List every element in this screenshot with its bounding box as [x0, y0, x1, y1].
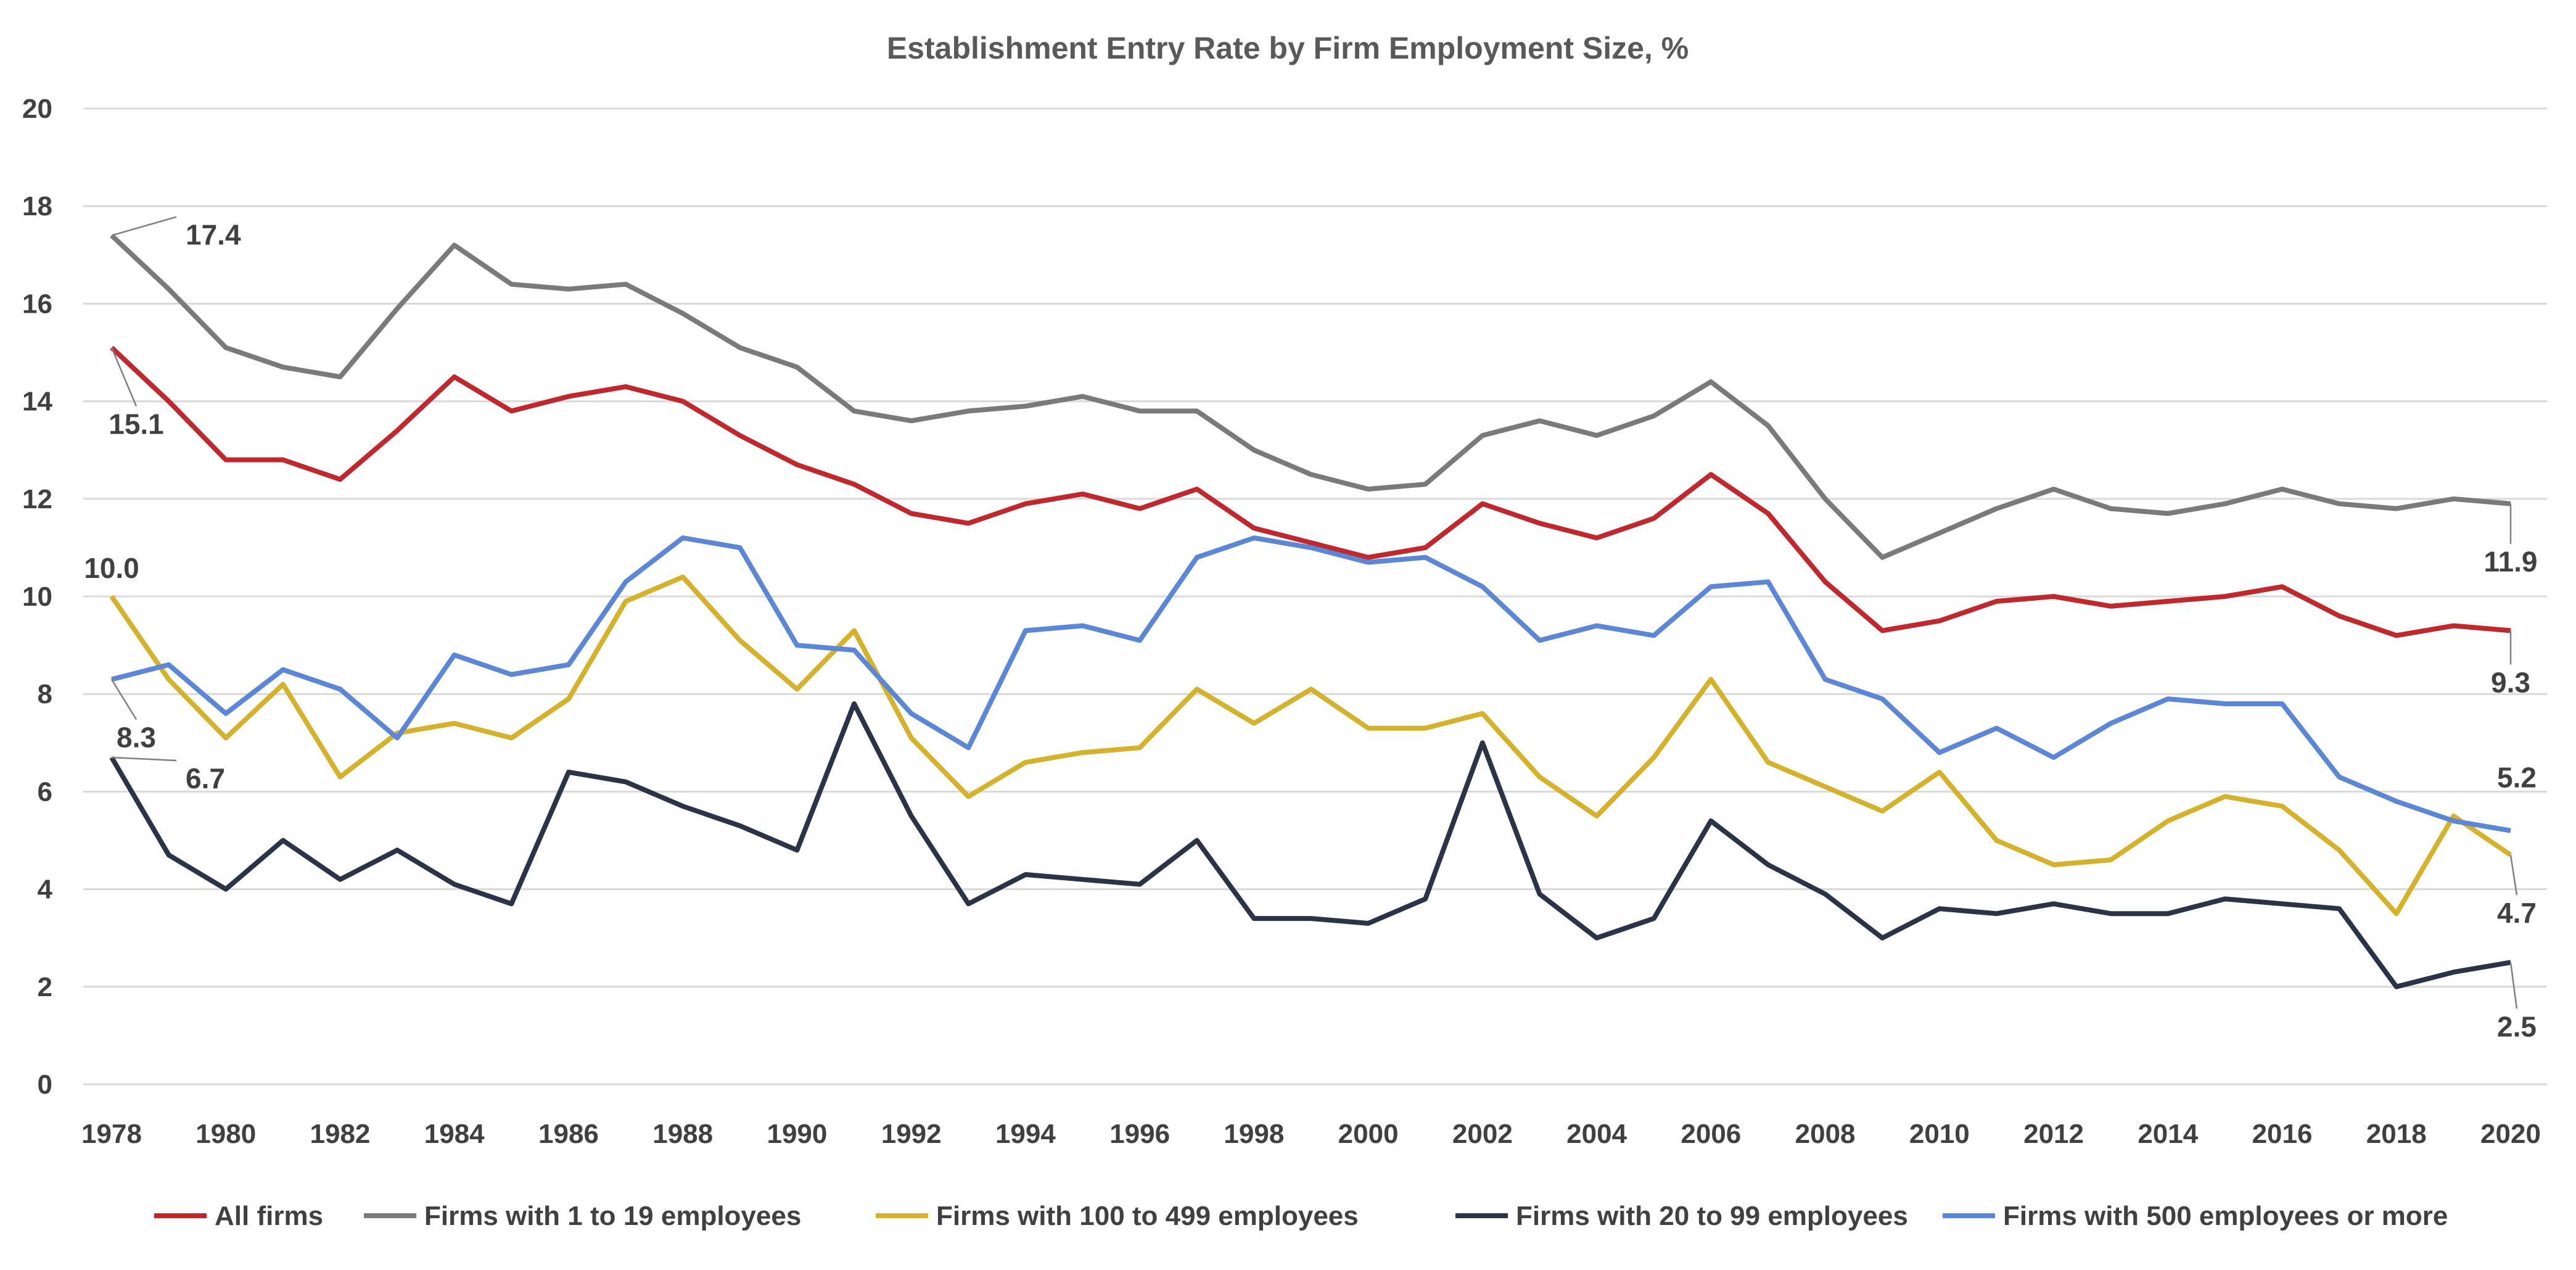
- chart-title: Establishment Entry Rate by Firm Employm…: [887, 31, 1689, 65]
- data-label: 11.9: [2484, 546, 2538, 578]
- legend-label: All firms: [215, 1201, 323, 1231]
- x-tick-label: 2018: [2366, 1119, 2427, 1149]
- legend: All firms Firms with 1 to 19 employees Fir…: [154, 1201, 2448, 1231]
- data-label: 4.7: [2497, 897, 2537, 929]
- data-label: 10.0: [84, 552, 139, 584]
- x-tick-label: 2008: [1795, 1119, 1856, 1149]
- legend-label: Firms with 500 employees or more: [2003, 1201, 2448, 1231]
- x-tick-label: 1984: [424, 1119, 485, 1149]
- x-tick-label: 1978: [81, 1119, 142, 1149]
- data-label: 15.1: [109, 408, 164, 440]
- leader-line: [111, 756, 177, 762]
- x-tick-label: 1990: [767, 1119, 827, 1149]
- x-tick-label: 1992: [881, 1119, 942, 1149]
- data-labels: 17.4 15.1 10.0 8.3 6.7 11.9 9.3 5.2 4.7 2.5: [84, 216, 2538, 1042]
- legend-label: Firms with 1 to 19 employees: [424, 1201, 801, 1231]
- leader-line: [111, 216, 177, 236]
- y-tick-label: 10: [22, 582, 52, 612]
- y-tick-label: 20: [22, 94, 52, 124]
- x-tick-label: 2006: [1681, 1119, 1741, 1149]
- gridlines: [83, 107, 2547, 1086]
- y-tick-label: 2: [38, 972, 52, 1002]
- y-tick-label: 16: [22, 289, 52, 319]
- x-tick-label: 2012: [2023, 1119, 2084, 1149]
- y-tick-label: 18: [22, 191, 52, 221]
- x-tick-label: 2010: [1909, 1119, 1970, 1149]
- series-lines: [109, 233, 2512, 989]
- y-tick-label: 12: [22, 484, 52, 514]
- x-tick-label: 2014: [2138, 1119, 2198, 1149]
- leader-line: [2509, 855, 2518, 896]
- x-axis: 1978 1980 1982 1984 1986 1988 1990 1992 1994 1996…: [81, 1119, 2541, 1149]
- leader-line: [2509, 962, 2518, 1009]
- x-tick-label: 2020: [2480, 1119, 2541, 1149]
- data-label: 9.3: [2491, 666, 2530, 698]
- leader-line: [110, 678, 138, 720]
- y-tick-label: 0: [38, 1070, 52, 1100]
- y-tick-label: 14: [22, 387, 52, 417]
- y-tick-label: 8: [38, 679, 52, 709]
- x-tick-label: 1982: [310, 1119, 371, 1149]
- series-line-4: [111, 535, 2511, 833]
- x-tick-label: 1986: [538, 1119, 599, 1149]
- series-line-1: [110, 233, 2511, 560]
- leader-line: [110, 347, 138, 407]
- x-tick-label: 1996: [1109, 1119, 1170, 1149]
- y-axis: 0 2 4 6 8 10 12 14 16 18 20: [22, 94, 52, 1100]
- y-tick-label: 6: [38, 777, 52, 807]
- x-tick-label: 1998: [1224, 1119, 1284, 1149]
- x-tick-label: 2016: [2252, 1119, 2313, 1149]
- x-tick-label: 1994: [995, 1119, 1056, 1149]
- x-tick-label: 1980: [195, 1119, 256, 1149]
- data-label: 5.2: [2497, 762, 2537, 794]
- x-tick-label: 2004: [1566, 1119, 1627, 1149]
- series-line-0: [110, 345, 2511, 638]
- data-label: 2.5: [2497, 1010, 2537, 1042]
- data-label: 6.7: [186, 762, 225, 794]
- x-tick-label: 2000: [1338, 1119, 1399, 1149]
- x-tick-label: 2002: [1452, 1119, 1513, 1149]
- legend-label: Firms with 100 to 499 employees: [936, 1201, 1359, 1231]
- series-line-2: [109, 574, 2512, 917]
- x-tick-label: 1988: [652, 1119, 713, 1149]
- data-label: 8.3: [117, 721, 156, 753]
- legend-label: Firms with 20 to 99 employees: [1516, 1201, 1908, 1231]
- series-line-3: [109, 701, 2511, 989]
- y-tick-label: 4: [38, 875, 53, 905]
- data-label: 17.4: [186, 219, 241, 251]
